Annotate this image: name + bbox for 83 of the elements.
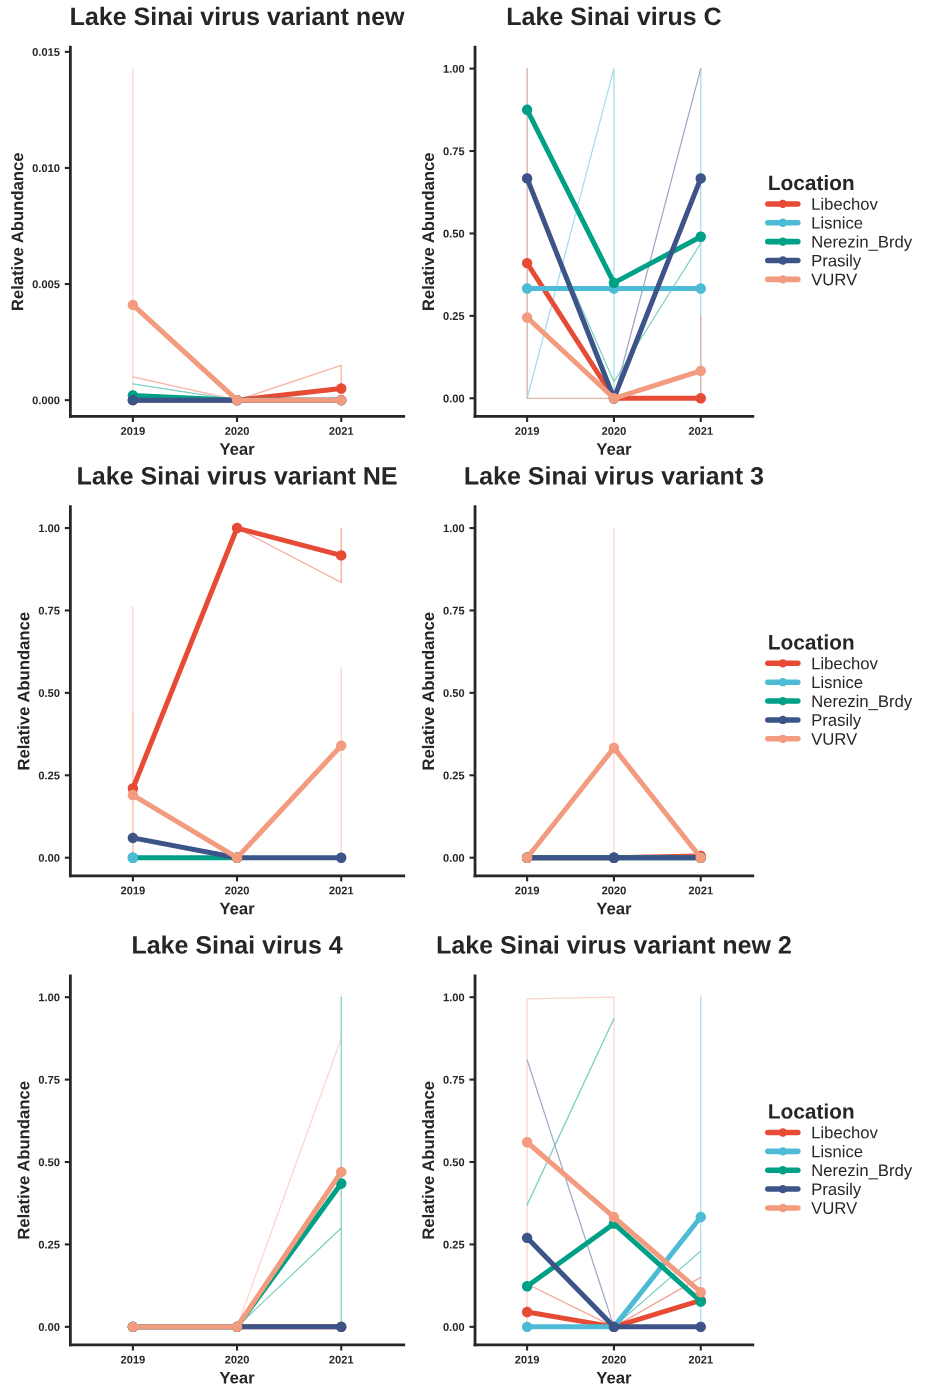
x-axis-title: Year — [596, 443, 632, 455]
y-tick-label: 0.50 — [443, 1158, 465, 1167]
x-tick-label: 2020 — [225, 427, 249, 435]
y-tick-label: 0.00 — [38, 853, 60, 862]
y-tick-label: 0.25 — [38, 1240, 60, 1249]
legend-label: VURV — [811, 733, 858, 745]
x-tick-label: 2020 — [601, 1355, 626, 1364]
legend-label: Lisnice — [812, 216, 863, 229]
x-tick-label: 2019 — [515, 1355, 540, 1364]
legend-label: Lisnice — [812, 1145, 863, 1158]
y-tick-label: 0.00 — [443, 394, 465, 403]
y-tick-label: 0.50 — [38, 1158, 60, 1167]
x-tick-label: 2021 — [688, 886, 713, 895]
x-tick-label: 2019 — [515, 427, 540, 435]
chart-title: Lake Sinai virus variant new — [71, 6, 405, 26]
y-tick-label: 0.00 — [443, 1323, 465, 1331]
y-tick-label: 1.00 — [39, 524, 60, 533]
y-tick-label: 0.00 — [443, 853, 465, 862]
y-tick-label: 0.50 — [443, 229, 465, 238]
x-tick-label: 2021 — [688, 1355, 713, 1364]
x-axis-title: Year — [219, 902, 255, 915]
y-tick-label: 0.75 — [38, 606, 60, 615]
legend-label: Nerezin_Brdy — [812, 1163, 913, 1180]
y-axis-title: Relative Abundance — [17, 1081, 30, 1239]
y-tick-label: 1.00 — [443, 64, 465, 73]
legend-label: Lisnice — [812, 675, 863, 689]
legend-label: Libechov — [812, 1126, 878, 1139]
x-axis-title: Year — [219, 443, 255, 455]
y-tick-label: 0.015 — [32, 48, 60, 56]
x-tick-label: 2020 — [225, 1355, 249, 1364]
x-axis-title: Year — [596, 1371, 632, 1384]
x-tick-label: 2019 — [120, 1355, 145, 1364]
x-tick-label: 2019 — [515, 886, 540, 895]
x-tick-label: 2020 — [601, 427, 626, 435]
y-tick-label: 0.00 — [38, 1323, 60, 1331]
legend-label: Libechov — [812, 657, 878, 670]
y-tick-label: 0.25 — [443, 312, 465, 320]
chart-title: Lake Sinai virus variant 3 — [465, 466, 764, 485]
y-tick-label: 0.25 — [443, 1240, 465, 1249]
legend-title: Location — [769, 634, 854, 650]
y-tick-label: 0.75 — [443, 147, 465, 156]
y-tick-label: 0.75 — [443, 1075, 465, 1084]
y-tick-label: 0.75 — [38, 1075, 60, 1084]
x-tick-label: 2021 — [688, 427, 713, 435]
y-axis-title: Relative Abundance — [421, 153, 435, 311]
y-tick-label: 1.00 — [443, 993, 465, 1002]
x-tick-label: 2020 — [601, 886, 626, 895]
y-tick-label: 0.25 — [38, 771, 60, 780]
y-tick-label: 0.75 — [443, 606, 465, 615]
y-axis-title: Relative Abundance — [17, 612, 30, 770]
y-tick-label: 1.00 — [443, 524, 465, 533]
legend-title: Location — [769, 174, 854, 191]
legend-label: Nerezin_Brdy — [812, 235, 913, 251]
legend-label: Libechov — [812, 197, 878, 210]
x-tick-label: 2021 — [329, 1355, 354, 1364]
legend-label: VURV — [811, 1202, 858, 1214]
x-axis-title: Year — [596, 902, 632, 915]
x-tick-label: 2020 — [225, 886, 249, 895]
chart-title: Lake Sinai virus variant new 2 — [437, 935, 791, 954]
y-tick-label: 0.50 — [38, 689, 60, 698]
x-tick-label: 2021 — [329, 427, 354, 435]
legend-label: VURV — [811, 273, 858, 286]
y-tick-label: 0.25 — [443, 771, 465, 780]
chart-title: Lake Sinai virus 4 — [133, 935, 343, 954]
x-tick-label: 2019 — [120, 427, 145, 435]
x-axis-title: Year — [219, 1371, 255, 1384]
y-axis-title: Relative Abundance — [421, 612, 435, 770]
y-tick-label: 0.005 — [32, 280, 60, 289]
chart-title: Lake Sinai virus C — [507, 6, 721, 26]
y-axis-title: Relative Abundance — [11, 153, 24, 311]
y-tick-label: 1.00 — [39, 993, 60, 1002]
y-tick-label: 0.010 — [32, 164, 60, 173]
legend-label: Prasily — [812, 254, 862, 270]
y-tick-label: 0.000 — [32, 396, 60, 405]
legend-title: Location — [769, 1103, 854, 1119]
x-tick-label: 2019 — [120, 886, 145, 895]
y-tick-label: 0.50 — [443, 689, 465, 698]
chart-title: Lake Sinai virus variant NE — [78, 466, 397, 485]
legend-label: Nerezin_Brdy — [812, 694, 913, 711]
x-tick-label: 2021 — [329, 886, 354, 895]
y-axis-title: Relative Abundance — [421, 1081, 435, 1239]
legend-label: Prasily — [812, 713, 862, 730]
legend-label: Prasily — [812, 1182, 862, 1199]
